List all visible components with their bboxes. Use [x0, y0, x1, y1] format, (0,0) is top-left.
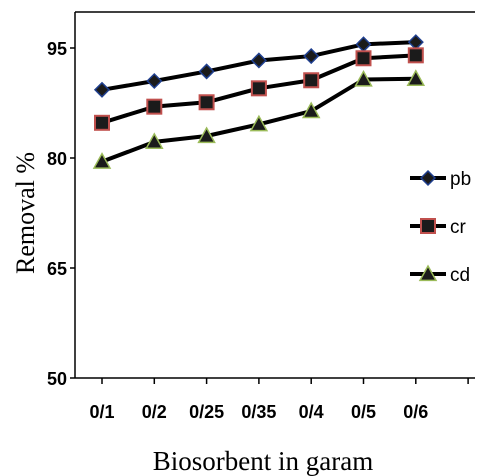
series-cd: [92, 69, 426, 169]
data-point-pb: [198, 63, 215, 80]
data-point-pb: [355, 36, 372, 53]
data-point-cd: [145, 132, 164, 150]
legend-item-cd: cd: [410, 264, 470, 286]
y-tick-label: 80: [47, 149, 67, 169]
data-point-pb: [303, 48, 320, 65]
legend-marker: [420, 218, 436, 234]
data-point-cr: [198, 94, 215, 111]
legend-label: cd: [450, 265, 470, 286]
data-point-cr: [250, 80, 267, 97]
data-point-pb: [250, 52, 267, 69]
data-point-pb: [407, 34, 424, 51]
data-point-cr: [355, 50, 372, 67]
y-tick-label: 95: [47, 39, 67, 59]
axes: [74, 11, 475, 379]
legend: pb cr cd: [410, 169, 471, 286]
y-tick-label: 65: [47, 259, 67, 279]
x-tick-label: 0/5: [351, 402, 376, 422]
y-axis-label: Removal %: [11, 152, 40, 274]
series-cr: [94, 47, 424, 131]
x-tick-label: 0/2: [142, 402, 167, 422]
data-point-cd: [301, 101, 321, 119]
legend-item-pb: pb: [410, 169, 471, 190]
legend-marker: [419, 169, 437, 187]
data-point-cd: [354, 69, 373, 87]
legend-item-cr: cr: [410, 217, 467, 238]
x-tick-label: 0/35: [241, 402, 276, 422]
legend-marker: [418, 264, 438, 282]
x-axis-label: Biosorbent in garam: [153, 446, 373, 476]
data-point-cd: [197, 126, 216, 144]
data-point-cr: [303, 72, 320, 89]
y-tick-label: 50: [47, 369, 67, 389]
data-point-cr: [146, 98, 163, 115]
series-group: [92, 34, 426, 169]
data-point-cr: [407, 47, 424, 64]
data-point-cd: [92, 152, 112, 169]
legend-label: cr: [450, 217, 467, 238]
data-point-cd: [406, 69, 426, 86]
data-point-cd: [249, 114, 269, 132]
x-tick-label: 0/25: [189, 402, 224, 422]
series-pb: [93, 34, 424, 98]
x-tick-label: 0/6: [403, 402, 428, 422]
y-ticks: 50 65 80 95: [47, 39, 75, 389]
x-ticks: 0/1 0/2 0/25 0/35 0/4 0/5 0/6: [89, 378, 469, 422]
legend-label: pb: [450, 169, 471, 190]
data-point-pb: [93, 81, 111, 98]
data-point-cr: [94, 114, 110, 131]
data-point-pb: [146, 72, 163, 90]
x-tick-label: 0/1: [89, 402, 114, 422]
x-tick-label: 0/4: [299, 402, 324, 422]
